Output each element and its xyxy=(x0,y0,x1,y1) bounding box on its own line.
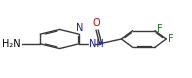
Text: N: N xyxy=(76,23,83,33)
Text: F: F xyxy=(157,24,163,34)
Text: H₂N: H₂N xyxy=(2,39,21,49)
Text: F: F xyxy=(168,34,174,44)
Text: NH: NH xyxy=(89,39,103,49)
Text: O: O xyxy=(92,18,100,28)
